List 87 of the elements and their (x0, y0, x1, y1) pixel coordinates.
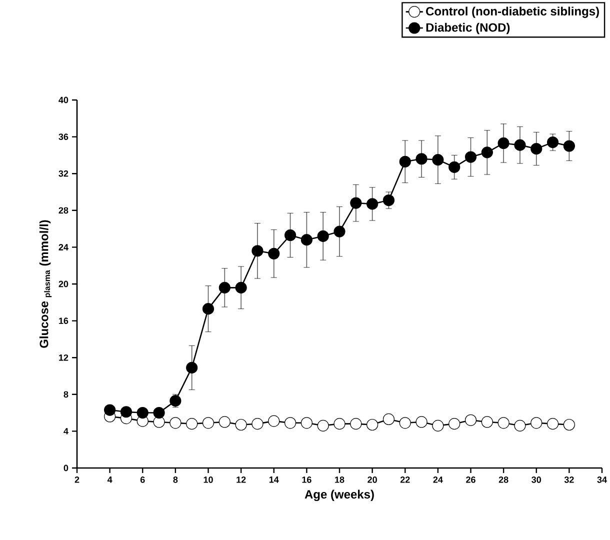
point (120, 406, 132, 418)
x-tick-label: 6 (140, 476, 145, 483)
x-tick-label: 22 (400, 476, 410, 483)
point (498, 137, 510, 150)
point (202, 303, 214, 315)
point (170, 417, 182, 429)
point (366, 198, 378, 210)
point (448, 418, 460, 430)
y-axis-title: Glucose $_{plasma}$ (mmol/l) (39, 220, 52, 348)
point (136, 406, 148, 419)
x-tick-label: 2 (74, 476, 80, 483)
y-tick-label: 16 (59, 318, 68, 324)
point (350, 418, 362, 430)
point (546, 418, 559, 430)
x-tick-label: 4 (107, 476, 112, 483)
point (498, 417, 510, 429)
x-axis-title: Age (weeks) (304, 490, 374, 502)
point (235, 282, 247, 294)
point (416, 416, 428, 428)
y-tick-label: 0 (64, 464, 68, 472)
point (300, 234, 312, 246)
y-tick-label: 12 (59, 354, 68, 361)
point (514, 139, 526, 151)
point (284, 417, 296, 429)
x-tick-label: 32 (564, 476, 574, 483)
x-tick-label: 28 (498, 476, 508, 483)
point (334, 226, 346, 238)
point (252, 418, 264, 430)
point (399, 156, 411, 168)
x-tick-label: 26 (466, 476, 476, 483)
point (252, 245, 264, 257)
y-tick-label: 36 (58, 134, 68, 140)
y-tick-label: 20 (58, 280, 68, 288)
point (563, 140, 575, 152)
point (481, 146, 493, 158)
point (268, 415, 280, 427)
point (530, 417, 542, 429)
x-tick-label: 24 (433, 476, 443, 483)
point (350, 197, 362, 209)
x-tick-label: 34 (597, 476, 607, 483)
legend-label: Diabetic (NOD) (426, 22, 510, 34)
point (202, 417, 214, 429)
point (366, 418, 378, 431)
point (153, 406, 165, 419)
point (186, 362, 198, 374)
x-tick-label: 16 (302, 476, 312, 483)
point (416, 153, 428, 165)
y-tick-label: 8 (64, 391, 68, 398)
point (104, 404, 116, 416)
point (334, 418, 346, 430)
point (546, 136, 559, 148)
y-tick-label: 24 (58, 244, 68, 250)
point (284, 229, 296, 242)
point (432, 420, 444, 432)
x-tick-label: 12 (236, 476, 246, 483)
x-tick-label: 20 (368, 476, 377, 483)
point (153, 416, 165, 428)
point (481, 416, 493, 428)
x-tick-label: 8 (173, 476, 178, 483)
point (563, 418, 575, 431)
x-tick-label: 30 (532, 476, 542, 483)
point (235, 418, 247, 431)
x-tick-label: 10 (204, 476, 213, 483)
y-tick-label: 4 (64, 428, 68, 434)
point (464, 414, 477, 426)
point (432, 154, 444, 166)
point (268, 248, 280, 260)
y-tick-label: 28 (58, 207, 68, 214)
point (530, 142, 542, 155)
point (382, 194, 395, 206)
point (382, 413, 395, 426)
point (218, 416, 230, 428)
point (317, 230, 329, 242)
y-tick-label: 40 (58, 96, 68, 104)
x-tick-label: 14 (269, 476, 279, 483)
point (218, 282, 230, 294)
legend-label: Control (non-diabetic siblings) (426, 6, 599, 18)
point (514, 420, 526, 432)
point (300, 417, 312, 429)
x-tick-label: 18 (335, 476, 344, 483)
point (170, 395, 182, 407)
point (448, 161, 460, 173)
y-tick-label: 32 (58, 170, 68, 177)
point (317, 420, 329, 432)
point (464, 151, 477, 163)
point (186, 418, 198, 430)
point (399, 417, 411, 429)
